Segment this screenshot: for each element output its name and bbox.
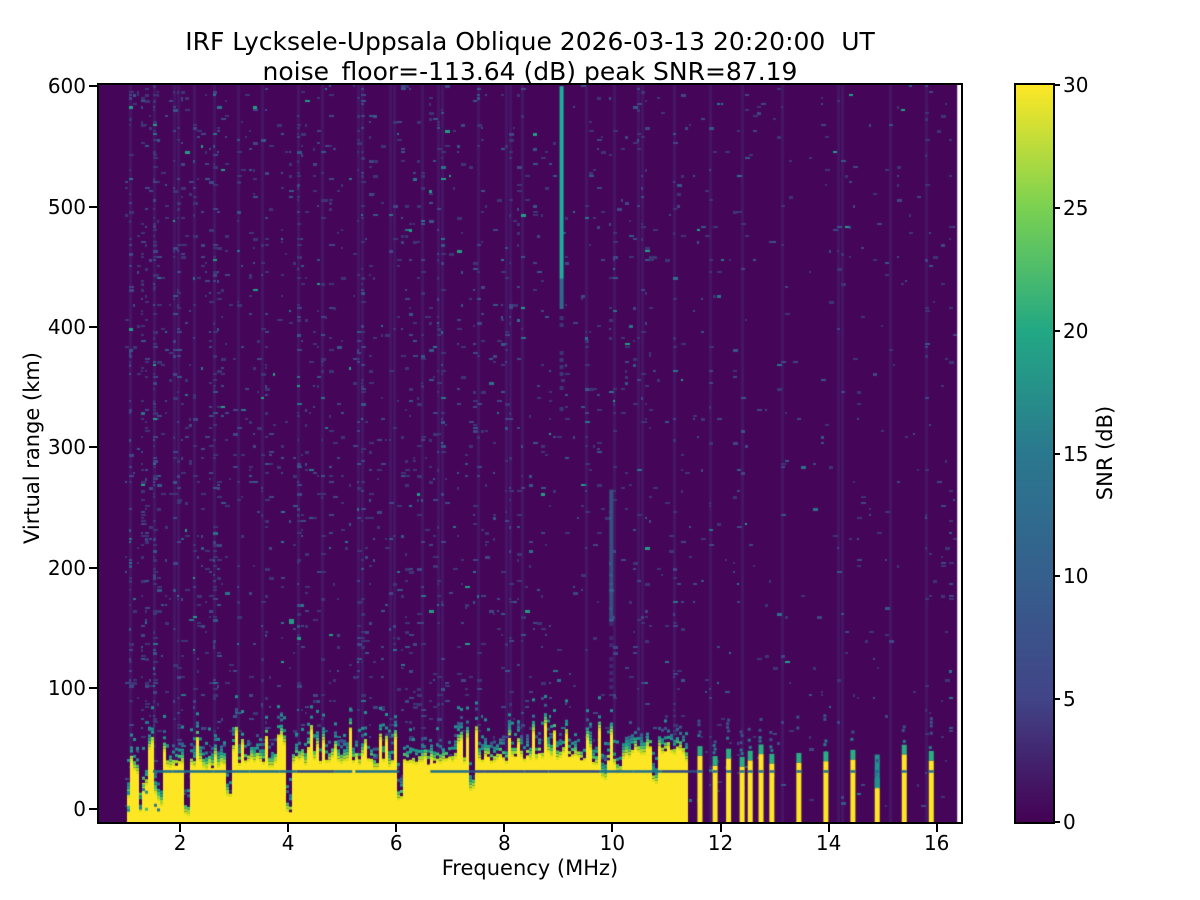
x-tick-mark bbox=[935, 824, 938, 832]
y-tick-mark bbox=[89, 85, 97, 88]
y-tick-label: 0 bbox=[73, 796, 86, 821]
y-tick-mark bbox=[89, 807, 97, 810]
y-tick-label: 300 bbox=[47, 435, 86, 460]
y-tick-mark bbox=[89, 326, 97, 329]
plot-title: IRF Lycksele-Uppsala Oblique 2026-03-13 … bbox=[185, 27, 875, 56]
x-tick-mark bbox=[395, 824, 398, 832]
x-tick-label: 14 bbox=[815, 831, 842, 855]
colorbar-tick-mark bbox=[1055, 206, 1060, 209]
colorbar-tick-label: 0 bbox=[1063, 810, 1076, 834]
colorbar-tick-label: 5 bbox=[1063, 687, 1076, 712]
y-tick-mark bbox=[89, 446, 97, 449]
y-tick-mark bbox=[89, 205, 97, 208]
y-tick-label: 200 bbox=[47, 555, 86, 580]
y-tick-label: 100 bbox=[47, 676, 86, 701]
colorbar-tick-mark bbox=[1055, 452, 1060, 455]
colorbar-tick-label: 10 bbox=[1063, 564, 1089, 589]
x-tick-label: 10 bbox=[599, 831, 626, 855]
x-tick-mark bbox=[719, 824, 722, 832]
x-tick-label: 2 bbox=[173, 831, 187, 855]
y-tick-mark bbox=[89, 566, 97, 569]
x-tick-label: 16 bbox=[923, 831, 950, 855]
y-axis-label: Virtual range (km) bbox=[20, 351, 44, 545]
colorbar-tick-mark bbox=[1055, 329, 1060, 332]
colorbar-tick-label: 30 bbox=[1063, 73, 1089, 97]
x-tick-label: 4 bbox=[281, 831, 295, 855]
colorbar-tick-label: 15 bbox=[1063, 441, 1089, 466]
colorbar-tick-label: 20 bbox=[1063, 318, 1089, 343]
x-tick-label: 6 bbox=[389, 831, 403, 855]
x-tick-mark bbox=[287, 824, 290, 832]
x-tick-mark bbox=[611, 824, 614, 832]
colorbar-tick-mark bbox=[1055, 821, 1060, 823]
y-tick-label: 600 bbox=[47, 74, 86, 99]
colorbar-tick-mark bbox=[1055, 575, 1060, 578]
y-tick-label: 400 bbox=[47, 315, 86, 340]
colorbar bbox=[1014, 83, 1055, 824]
y-tick-label: 500 bbox=[47, 194, 86, 219]
y-tick-mark bbox=[89, 687, 97, 690]
colorbar-tick-mark bbox=[1055, 698, 1060, 701]
x-tick-mark bbox=[503, 824, 506, 832]
x-axis-label: Frequency (MHz) bbox=[441, 856, 619, 880]
plot-subtitle: noise_floor=-113.64 (dB) peak SNR=87.19 bbox=[262, 57, 798, 86]
plot-area bbox=[97, 83, 963, 824]
x-tick-mark bbox=[827, 824, 830, 832]
snr-heatmap-canvas bbox=[99, 85, 961, 822]
x-tick-label: 12 bbox=[707, 831, 734, 855]
colorbar-tick-label: 25 bbox=[1063, 195, 1089, 220]
colorbar-tick-mark bbox=[1055, 84, 1060, 86]
x-tick-mark bbox=[179, 824, 182, 832]
x-tick-label: 8 bbox=[497, 831, 511, 855]
colorbar-label: SNR (dB) bbox=[1093, 405, 1117, 501]
